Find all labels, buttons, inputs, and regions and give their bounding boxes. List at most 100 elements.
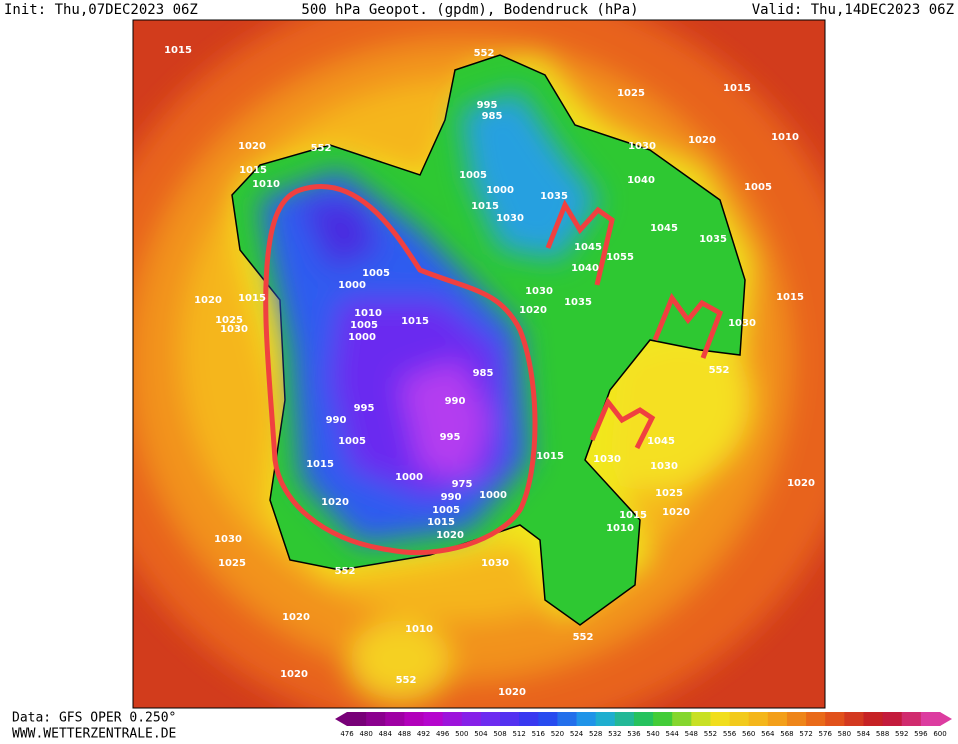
colorbar-label: 508 [493,730,506,738]
colorbar-bin [442,712,463,726]
colorbar-bin [614,712,635,726]
pressure-label: 1015 [776,292,804,303]
pressure-label: 1000 [395,472,423,483]
pressure-label: 1015 [401,316,429,327]
pressure-label: 1005 [459,170,487,181]
colorbar-bin [729,712,750,726]
colorbar-bin [480,712,501,726]
colorbar-label: 588 [876,730,889,738]
pressure-label: 1040 [627,175,655,186]
pressure-label: 995 [440,432,461,443]
pressure-label: 1030 [496,213,524,224]
colorbar-bin [882,712,903,726]
colorbar-bin [366,712,386,726]
pressure-label: 990 [445,396,466,407]
pressure-label: 990 [441,492,462,503]
colorbar-bin [806,712,826,726]
colorbar-label: 572 [799,730,812,738]
pressure-label: 1035 [699,234,727,245]
colorbar-bin [500,712,520,726]
colorbar-bin [844,712,864,726]
colorbar-bin [576,712,597,726]
colorbar-bin [825,712,845,726]
colorbar-bin [653,712,673,726]
pressure-label: 1020 [498,687,526,698]
colorbar-label: 564 [761,730,775,738]
pressure-label: 1030 [214,534,242,545]
colorbar-bin [863,712,884,726]
pressure-label: 1030 [628,141,656,152]
pressure-label: 1055 [606,252,634,263]
colorbar-label: 500 [455,730,468,738]
pressure-label: 990 [326,415,347,426]
pressure-label: 1030 [481,558,509,569]
colorbar-label: 544 [666,730,680,738]
colorbar-bin [347,712,367,726]
colorbar-bin [672,712,692,726]
pressure-label: 1015 [239,165,267,176]
colorbar-label: 596 [914,730,928,738]
pressure-label: 1015 [536,451,564,462]
pressure-label: 1015 [306,459,334,470]
colorbar-label: 584 [857,730,871,738]
pressure-label: 1020 [238,141,266,152]
pressure-label: 995 [354,403,375,414]
colorbar-label: 488 [398,730,411,738]
pressure-label: 552 [474,48,495,59]
colorbar-label: 516 [532,730,546,738]
pressure-label: 552 [335,566,356,577]
colorbar-bin [404,712,425,726]
pressure-label: 1005 [350,320,378,331]
pressure-label: 1025 [215,315,243,326]
pressure-label: 1020 [519,305,547,316]
colorbar-label: 576 [819,730,833,738]
pressure-label: 1020 [688,135,716,146]
pressure-label: 1025 [655,488,683,499]
colorbar-label: 556 [723,730,737,738]
pressure-label: 1010 [354,308,382,319]
pressure-label: 1020 [321,497,349,508]
colorbar-arrow [940,712,952,726]
pressure-label: 1030 [220,324,248,335]
pressure-label: 1005 [432,505,460,516]
pressure-label: 1015 [619,510,647,521]
colorbar-label: 476 [340,730,354,738]
pressure-label: 1030 [593,454,621,465]
pressure-label: 1030 [728,318,756,329]
pressure-label: 1000 [338,280,366,291]
colorbar-label: 540 [646,730,659,738]
colorbar-bin [786,712,807,726]
colorbar-label: 496 [436,730,450,738]
pressure-label: 552 [709,365,730,376]
pressure-label: 1020 [280,669,308,680]
pressure-label: 1045 [574,242,602,253]
colorbar-label: 480 [359,730,372,738]
colorbar-bin [595,712,616,726]
colorbar-label: 552 [704,730,717,738]
site: WWW.WETTERZENTRALE.DE [12,727,176,741]
map-title: 500 hPa Geopot. (gpdm), Bodendruck (hPa) [301,2,638,18]
pressure-label: 1015 [471,201,499,212]
pressure-label: 985 [473,368,494,379]
pressure-label: 1005 [338,436,366,447]
colorbar-bin [920,712,941,726]
pressure-label: 1010 [771,132,799,143]
colorbar-label: 560 [742,730,755,738]
pressure-label: 1015 [427,517,455,528]
colorbar-label: 504 [474,730,488,738]
pressure-label: 1035 [564,297,592,308]
pressure-label: 1045 [650,223,678,234]
pressure-label: 1015 [723,83,751,94]
pressure-label: 1040 [571,263,599,274]
pressure-label: 1020 [436,530,464,541]
pressure-label: 975 [452,479,473,490]
pressure-label: 1000 [479,490,507,501]
pressure-label: 1020 [282,612,310,623]
colorbar-bin [691,712,711,726]
colorbar-bin [557,712,578,726]
pressure-label: 1025 [617,88,645,99]
colorbar-bin [519,712,539,726]
pressure-label: 1020 [662,507,690,518]
pressure-label: 1000 [348,332,376,343]
colorbar-label: 512 [512,730,525,738]
